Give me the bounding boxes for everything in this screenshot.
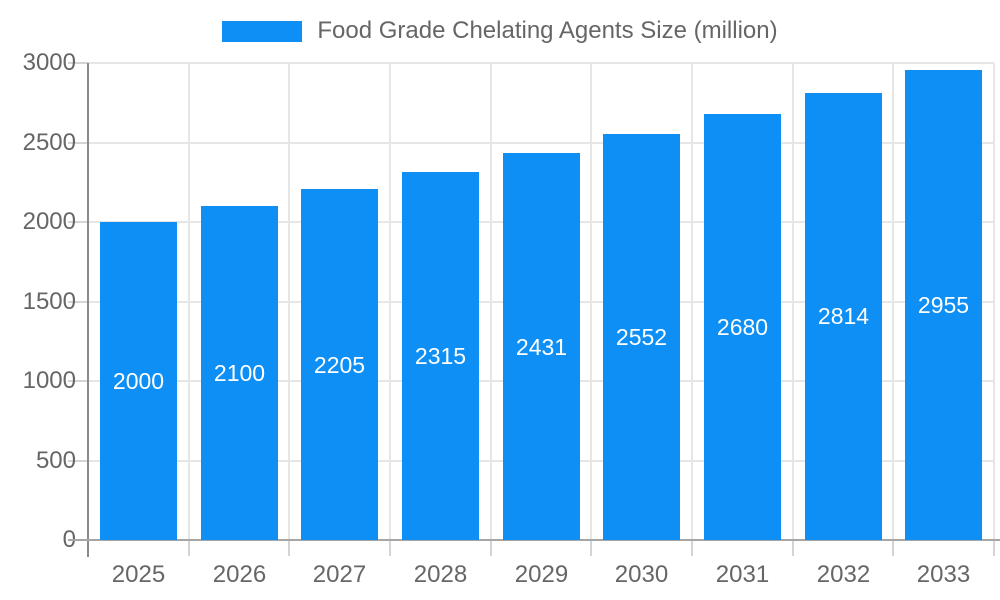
bar-value-label: 2552 <box>615 324 668 350</box>
v-gridline <box>389 63 391 540</box>
x-axis-tick-label: 2033 <box>916 561 971 588</box>
v-gridline <box>288 63 291 540</box>
y-axis-line <box>87 63 89 557</box>
x-axis-tick-mark <box>187 540 190 556</box>
v-gridline <box>791 63 794 540</box>
bar-value-label: 2431 <box>515 334 568 360</box>
y-axis-tick-label: 0 <box>62 526 76 553</box>
x-axis-tick-mark <box>892 540 895 556</box>
v-gridline <box>590 63 593 540</box>
y-axis-tick-label: 1000 <box>22 367 76 394</box>
v-gridline <box>993 63 995 540</box>
y-axis-tick-label: 1500 <box>22 287 76 315</box>
x-axis-tick-mark <box>288 540 291 556</box>
bar[interactable] <box>603 134 680 540</box>
bar-value-label: 2680 <box>716 314 769 340</box>
x-axis-tick-mark <box>590 540 593 556</box>
x-axis-tick-mark <box>791 540 794 556</box>
x-axis-tick-mark <box>389 540 391 556</box>
bar[interactable] <box>905 70 982 540</box>
bar[interactable] <box>201 206 278 540</box>
bar-value-label: 2814 <box>817 303 870 329</box>
legend[interactable]: Food Grade Chelating Agents Size (millio… <box>0 18 1000 44</box>
x-axis-tick-label: 2026 <box>212 561 267 588</box>
bar-value-label: 2000 <box>112 368 165 394</box>
bar-value-label: 2205 <box>313 352 366 378</box>
y-axis-tick-label: 2500 <box>22 128 76 156</box>
v-gridline <box>187 63 190 540</box>
y-axis-tick-label: 500 <box>35 446 76 474</box>
legend-label: Food Grade Chelating Agents Size (millio… <box>317 17 778 44</box>
bar[interactable] <box>503 153 580 540</box>
bar-value-label: 2100 <box>213 360 266 386</box>
x-axis-tick-label: 2030 <box>614 561 669 588</box>
h-gridline <box>88 62 994 64</box>
x-axis-tick-label: 2029 <box>514 561 569 588</box>
bar-value-label: 2955 <box>917 292 970 318</box>
v-gridline <box>691 63 693 540</box>
x-axis-tick-label: 2027 <box>312 561 367 588</box>
x-axis-tick-label: 2028 <box>413 561 468 588</box>
bar[interactable] <box>301 189 378 540</box>
x-axis-tick-label: 2032 <box>816 561 871 588</box>
legend-swatch <box>222 20 303 42</box>
x-axis-tick-mark <box>489 540 492 556</box>
x-axis-tick-mark <box>993 540 995 556</box>
x-axis-tick-label: 2025 <box>111 561 166 588</box>
bar[interactable] <box>805 93 882 540</box>
v-gridline <box>489 63 492 540</box>
y-axis-tick-label: 2000 <box>22 208 76 235</box>
bar[interactable] <box>402 172 479 540</box>
bar[interactable] <box>704 114 781 540</box>
x-axis-tick-mark <box>87 540 89 556</box>
bar-value-label: 2315 <box>414 343 467 369</box>
y-axis-tick-label: 3000 <box>22 49 76 76</box>
x-axis-tick-label: 2031 <box>715 561 770 588</box>
v-gridline <box>892 63 895 540</box>
x-axis-tick-mark <box>691 540 693 556</box>
